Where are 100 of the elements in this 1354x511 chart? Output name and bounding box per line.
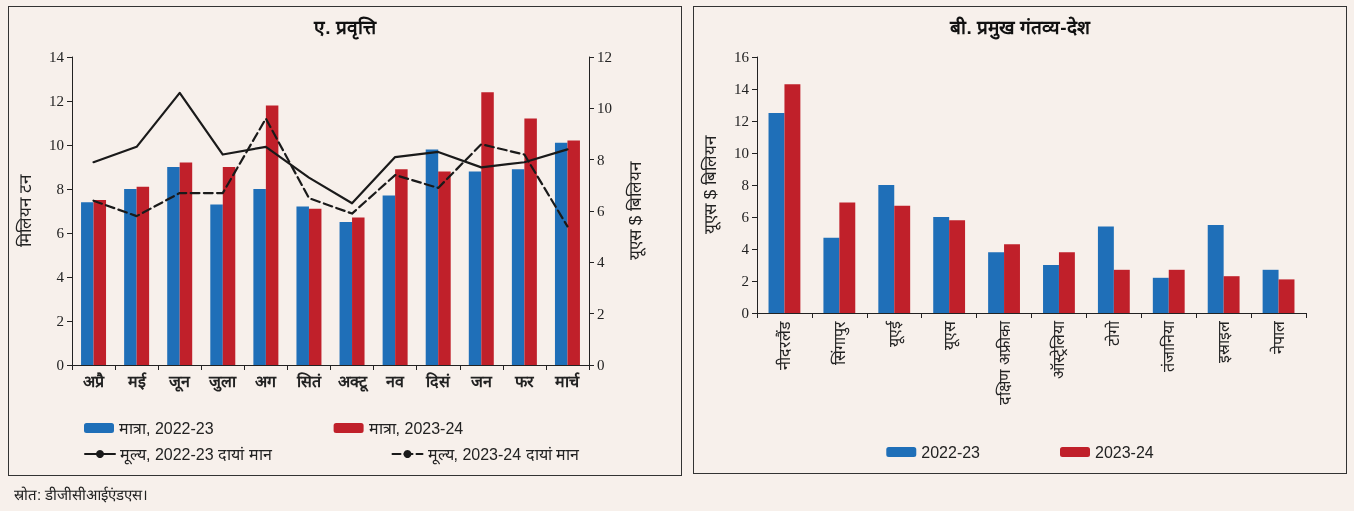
bar — [81, 202, 94, 365]
bar — [93, 200, 107, 365]
x-tick-label: अक्टू — [337, 372, 369, 392]
x-tick-label: जुला — [208, 372, 238, 392]
bar — [823, 237, 840, 313]
y2-tick-label: 0 — [597, 357, 605, 373]
y2-tick-label: 6 — [597, 203, 605, 219]
bar — [481, 92, 494, 365]
x-tick-label: मई — [126, 371, 147, 390]
bar — [136, 186, 150, 365]
y-tick-label: 14 — [49, 49, 65, 65]
y-tick-label: 2 — [741, 273, 749, 289]
x-tick-label: मार्च — [554, 371, 581, 390]
y-axis-title: यूएस $ बिलियन — [700, 135, 721, 234]
bar — [524, 118, 537, 365]
x-tick-label: यूएई — [884, 320, 905, 347]
y2-tick-label: 8 — [597, 151, 605, 168]
x-tick-label: सिंगापुर — [829, 321, 850, 365]
x-tick-label: अप्रै — [83, 371, 106, 390]
bar — [839, 202, 856, 313]
y2-tick-label: 12 — [597, 49, 612, 65]
bar — [933, 217, 950, 313]
bar — [1097, 226, 1114, 313]
bar — [1004, 244, 1020, 313]
bar — [395, 169, 408, 365]
bar — [222, 167, 236, 365]
legend-label: मात्रा, 2022-23 — [119, 419, 214, 437]
bar — [210, 204, 223, 365]
x-tick-label: यूएस — [940, 320, 960, 350]
y-tick-label: 0 — [56, 357, 64, 373]
bar — [1262, 269, 1279, 313]
bar — [438, 171, 451, 365]
x-tick-label: इस्राइल — [1215, 320, 1233, 363]
bar — [382, 195, 396, 365]
bar — [878, 185, 895, 313]
bar — [265, 105, 279, 365]
x-tick-label: दिसं — [425, 371, 452, 390]
y-tick-label: 6 — [741, 209, 750, 225]
bar — [1278, 279, 1295, 313]
bar — [1058, 252, 1075, 313]
x-tick-label: जन — [469, 372, 493, 390]
y-tick-label: 14 — [734, 81, 750, 97]
bar — [296, 206, 309, 365]
bar — [1152, 277, 1169, 313]
y-tick-label: 2 — [56, 313, 64, 329]
legend-label: मूल्य, 2022-23 दायां मान — [120, 445, 273, 465]
chart-title: ए. प्रवृत्ति — [313, 16, 377, 40]
y-tick-label: 6 — [56, 225, 65, 241]
text: स्रोत: डीजीसीआईएंडएस। — [14, 485, 149, 504]
y-tick-label: 4 — [56, 269, 65, 285]
y2-axis-title: यूएस $ बिलियन — [625, 161, 646, 260]
y-tick-label: 8 — [741, 177, 749, 193]
bar — [988, 252, 1005, 313]
x-tick-label: फर — [513, 372, 535, 390]
bar — [567, 140, 580, 365]
y2-tick-label: 4 — [597, 254, 605, 271]
y-tick-label: 0 — [741, 305, 749, 321]
bar — [511, 169, 525, 365]
x-tick-label: नीदरलैंड — [774, 321, 793, 370]
legend-label: 2022-23 — [921, 443, 981, 461]
legend-label: 2023-24 — [1095, 443, 1154, 461]
bar — [124, 189, 137, 365]
bar — [1168, 269, 1185, 313]
bar — [949, 220, 966, 313]
y2-tick-label: 10 — [597, 100, 612, 117]
bar — [352, 217, 365, 365]
bar — [1113, 269, 1130, 313]
x-tick-label: दक्षिण अफ्रीका — [994, 320, 1013, 406]
bar — [1043, 265, 1059, 313]
bar — [179, 162, 193, 365]
chart-title: बी. प्रमुख गंतव्य-देश — [949, 16, 1091, 40]
x-tick-label: जून — [168, 372, 192, 392]
y2-tick-label: 2 — [597, 305, 605, 322]
y-tick-label: 10 — [49, 137, 64, 153]
y-tick-label: 8 — [56, 181, 64, 197]
x-tick-label: सितं — [295, 371, 322, 390]
x-tick-label: अग — [255, 372, 278, 390]
legend-label: मूल्य, 2023-24 दायां मान — [427, 445, 580, 465]
x-tick-label: टोगो — [1104, 320, 1123, 346]
y-tick-label: 16 — [734, 49, 750, 65]
bar — [468, 171, 482, 365]
bar — [253, 189, 266, 365]
bar — [768, 113, 785, 313]
bar — [167, 167, 180, 365]
bar — [308, 208, 322, 365]
bar — [339, 222, 353, 365]
bar — [894, 205, 911, 313]
y-tick-label: 12 — [49, 93, 64, 109]
x-tick-label: नेपाल — [1269, 320, 1288, 354]
bar — [1207, 225, 1224, 313]
x-tick-label: ऑस्ट्रेलिया — [1049, 320, 1069, 379]
bar — [554, 142, 568, 365]
y-tick-label: 10 — [734, 145, 749, 161]
y-axis-title: मिलियन टन — [15, 174, 35, 247]
bar — [425, 149, 439, 365]
legend-label: मात्रा, 2023-24 — [368, 419, 464, 437]
bar — [784, 84, 801, 313]
bar — [1223, 276, 1240, 313]
y-tick-label: 4 — [741, 241, 750, 257]
x-tick-label: तंजानिया — [1159, 320, 1178, 372]
